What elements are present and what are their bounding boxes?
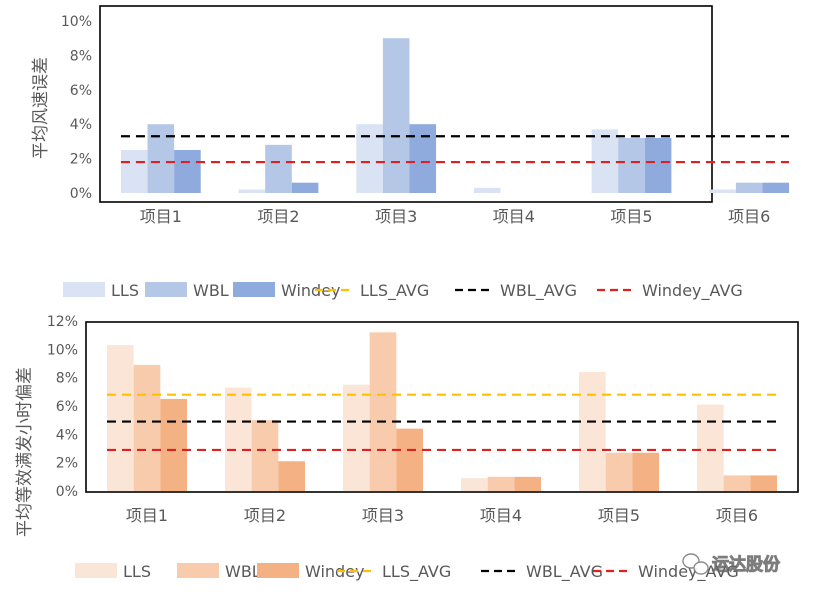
bar-lls	[578, 372, 606, 491]
y-tick-label: 4%	[56, 427, 78, 443]
bar-lls	[473, 187, 501, 193]
x-tick-label: 项目3	[375, 207, 417, 226]
x-tick-label: 项目6	[728, 207, 770, 226]
y-tick-label: 6%	[56, 399, 78, 415]
bar-lls	[106, 345, 134, 491]
x-tick-label: 项目1	[126, 506, 168, 525]
legend-swatch	[75, 563, 117, 578]
y-tick-label: 8%	[70, 48, 92, 64]
y-tick-label: 2%	[56, 456, 78, 472]
y-tick-label: 10%	[61, 14, 92, 30]
bar-lls	[342, 384, 370, 491]
bar-lls	[709, 189, 736, 193]
x-tick-label: 项目5	[610, 207, 652, 226]
legend-label: LLS_AVG	[360, 281, 429, 301]
bar-lls	[356, 124, 383, 193]
legend-swatch	[233, 282, 275, 297]
bar-wbl	[265, 144, 292, 193]
bar-windey	[514, 476, 542, 491]
bar-wbl	[487, 476, 515, 491]
y-tick-label: 2%	[70, 152, 92, 168]
bar-wbl	[133, 364, 161, 491]
bar-wbl	[618, 137, 645, 193]
wechat-icon	[682, 553, 700, 569]
x-tick-label: 项目2	[244, 506, 286, 525]
y-tick-label: 10%	[47, 342, 78, 358]
wechat-icon-bubble	[693, 561, 709, 575]
legend-label: WBL_AVG	[526, 562, 603, 582]
legend-label: Windey_AVG	[638, 562, 739, 582]
legend-swatch	[257, 563, 299, 578]
bar-wbl	[147, 124, 175, 193]
bar-windey	[632, 452, 660, 491]
bar-windey	[174, 150, 201, 193]
bar-lls	[238, 189, 266, 193]
bar-wbl	[605, 452, 633, 491]
legend-label: LLS	[111, 281, 139, 300]
bar-windey	[160, 398, 188, 491]
legend-label: Windey	[305, 562, 365, 581]
bar-lls	[460, 478, 488, 491]
y-tick-label: 6%	[70, 83, 92, 99]
y-axis-label: 平均等效满发小时偏差	[15, 367, 35, 537]
bar-lls	[120, 150, 148, 193]
bar-wbl	[735, 182, 763, 193]
y-tick-label: 12%	[47, 314, 78, 330]
y-tick-label: 8%	[56, 371, 78, 387]
legend-label: WBL_AVG	[500, 281, 577, 301]
legend-swatch	[177, 563, 219, 578]
plot-frame	[99, 5, 713, 203]
legend-label: Windey_AVG	[642, 281, 743, 301]
bar-lls	[224, 387, 252, 491]
legend-label: WBL	[193, 281, 229, 300]
watermark: 运达股份	[682, 553, 781, 575]
bar-lls	[696, 404, 724, 491]
x-tick-label: 项目4	[480, 506, 522, 525]
legend-swatch	[63, 282, 105, 297]
x-tick-label: 项目1	[140, 207, 182, 226]
bar-windey	[750, 475, 778, 491]
bar-windey	[396, 428, 424, 491]
bar-windey	[409, 124, 437, 193]
bar-wbl	[382, 38, 410, 194]
watermark-text: 运达股份	[712, 554, 781, 575]
bar-wbl	[723, 475, 751, 491]
bar-windey	[644, 137, 672, 193]
x-tick-label: 项目3	[362, 506, 404, 525]
y-tick-label: 0%	[56, 484, 78, 500]
y-tick-label: 4%	[70, 117, 92, 133]
y-axis-label: 平均风速误差	[31, 57, 51, 159]
bar-wbl	[369, 332, 397, 491]
bar-windey	[278, 461, 306, 491]
y-tick-label: 0%	[70, 186, 92, 202]
legend-swatch	[145, 282, 187, 297]
bar-windey	[762, 182, 790, 193]
legend-label: LLS_AVG	[382, 562, 451, 582]
legend-label: LLS	[123, 562, 151, 581]
x-tick-label: 项目6	[716, 506, 758, 525]
plot-frame	[85, 321, 799, 493]
legend-label: WBL	[225, 562, 261, 581]
legend-label: Windey	[281, 281, 341, 300]
x-tick-label: 项目4	[493, 207, 535, 226]
bar-wbl	[251, 420, 279, 491]
x-tick-label: 项目5	[598, 506, 640, 525]
x-tick-label: 项目2	[257, 207, 299, 226]
bar-windey	[291, 182, 319, 193]
